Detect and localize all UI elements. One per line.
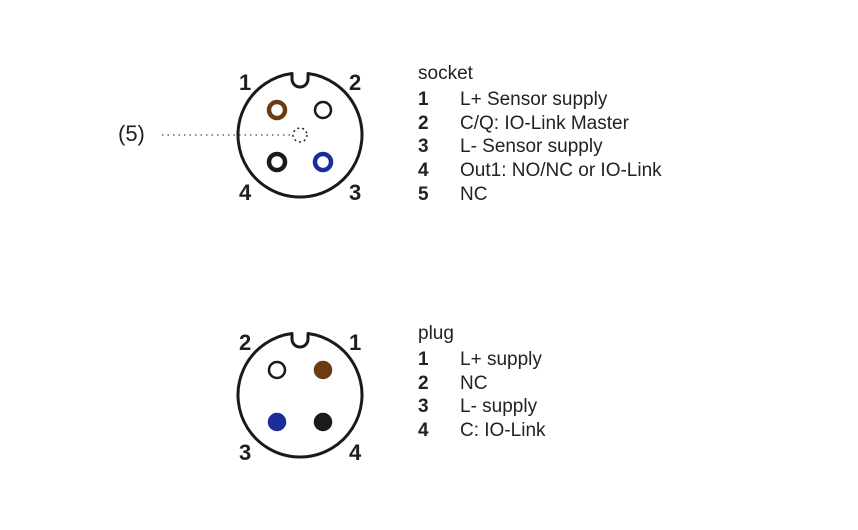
legend-row: 1L+ Sensor supply	[418, 88, 662, 112]
legend-pin-number: 4	[418, 419, 460, 443]
legend-row: 4C: IO-Link	[418, 419, 546, 443]
legend-row: 4Out1: NO/NC or IO-Link	[418, 159, 662, 183]
legend-pin-desc: L+ Sensor supply	[460, 88, 607, 112]
pin-label-4: 4	[239, 180, 251, 206]
pin-label-2: 2	[349, 70, 361, 96]
legend-row: 3L- Sensor supply	[418, 135, 662, 159]
legend-row: 2C/Q: IO-Link Master	[418, 112, 662, 136]
pin-label-1: 1	[349, 330, 361, 356]
pin-label-3: 3	[239, 440, 251, 466]
legend-pin-number: 2	[418, 112, 460, 136]
legend-row: 5NC	[418, 183, 662, 207]
legend-pin-desc: Out1: NO/NC or IO-Link	[460, 159, 662, 183]
socket-legend: socket 1L+ Sensor supply2C/Q: IO-Link Ma…	[418, 62, 662, 207]
legend-pin-desc: C/Q: IO-Link Master	[460, 112, 629, 136]
pin-label-2: 2	[239, 330, 251, 356]
legend-row: 3L- supply	[418, 395, 546, 419]
pin-label-4: 4	[349, 440, 361, 466]
legend-pin-desc: NC	[460, 183, 487, 207]
legend-pin-desc: NC	[460, 372, 487, 396]
legend-pin-desc: L- supply	[460, 395, 537, 419]
legend-pin-desc: L+ supply	[460, 348, 542, 372]
socket-connector: 1243(5)	[220, 55, 380, 215]
legend-pin-number: 5	[418, 183, 460, 207]
legend-row: 1L+ supply	[418, 348, 546, 372]
legend-pin-desc: L- Sensor supply	[460, 135, 603, 159]
legend-pin-number: 3	[418, 135, 460, 159]
plug-legend: plug 1L+ supply2NC3L- supply4C: IO-Link	[418, 322, 546, 443]
legend-row: 2NC	[418, 372, 546, 396]
pin-label-3: 3	[349, 180, 361, 206]
legend-pin-number: 4	[418, 159, 460, 183]
pin5-label: (5)	[118, 121, 145, 147]
plug-connector: 2 1 3 4	[220, 315, 380, 475]
legend-pin-desc: C: IO-Link	[460, 419, 546, 443]
pin-label-1: 1	[239, 70, 251, 96]
socket-legend-title: socket	[418, 62, 662, 86]
plug-legend-title: plug	[418, 322, 546, 346]
legend-pin-number: 2	[418, 372, 460, 396]
legend-pin-number: 1	[418, 348, 460, 372]
legend-pin-number: 1	[418, 88, 460, 112]
legend-pin-number: 3	[418, 395, 460, 419]
